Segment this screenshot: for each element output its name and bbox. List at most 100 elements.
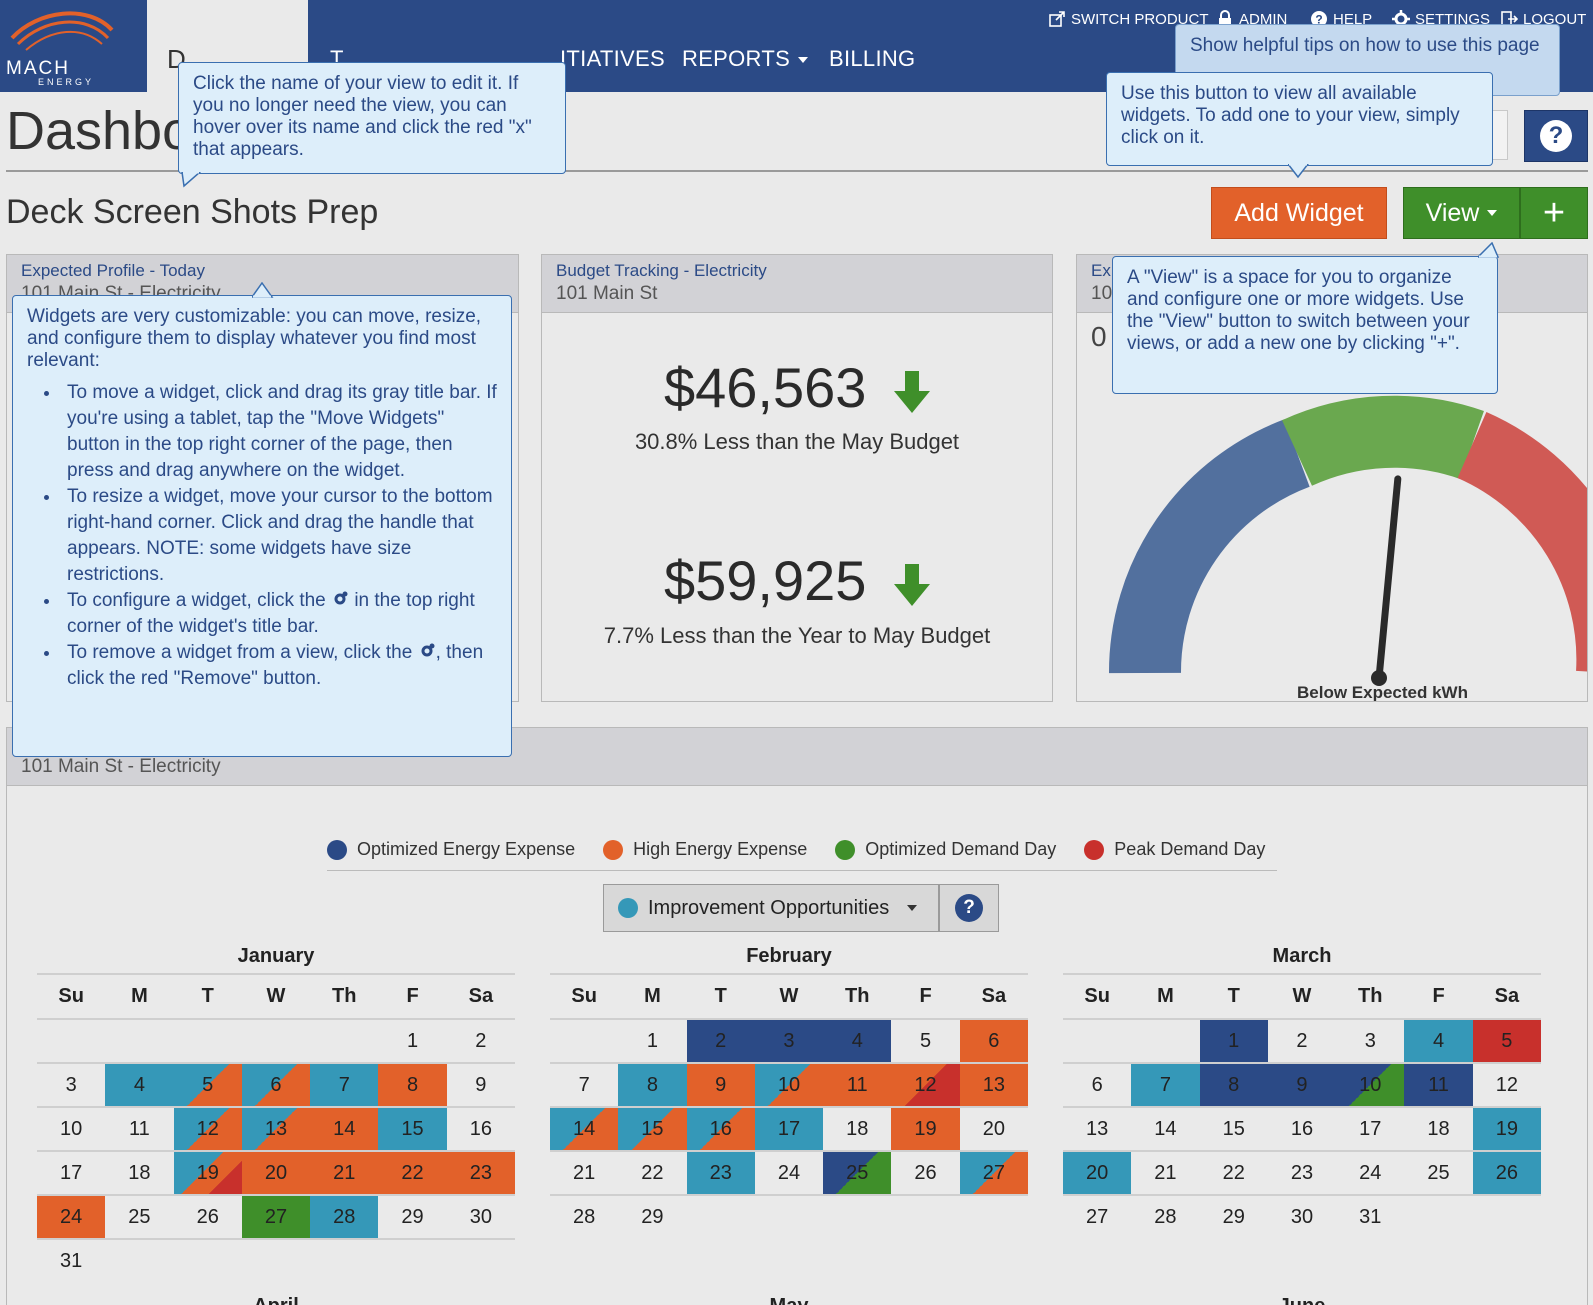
day-cell[interactable]: 25: [1404, 1151, 1473, 1196]
day-cell[interactable]: 26: [1472, 1151, 1541, 1196]
day-cell[interactable]: 3: [754, 1019, 824, 1064]
day-cell[interactable]: 24: [1336, 1151, 1405, 1196]
switch-product-link[interactable]: SWITCH PRODUCT: [1048, 10, 1209, 28]
nav-tab-billing[interactable]: BILLING: [829, 46, 915, 72]
day-cell[interactable]: 12: [173, 1107, 242, 1152]
add-widget-button[interactable]: Add Widget: [1211, 187, 1387, 239]
day-cell[interactable]: 11: [823, 1063, 892, 1108]
logout-link[interactable]: LOGOUT: [1500, 10, 1586, 28]
overlay-select[interactable]: Improvement Opportunities: [603, 884, 939, 932]
day-cell[interactable]: 22: [618, 1151, 687, 1196]
day-cell[interactable]: 18: [1404, 1107, 1473, 1152]
day-cell[interactable]: 11: [105, 1107, 174, 1152]
day-cell[interactable]: 27: [241, 1195, 311, 1240]
day-cell[interactable]: 16: [1267, 1107, 1337, 1152]
day-cell[interactable]: 26: [891, 1151, 960, 1196]
day-cell[interactable]: 13: [241, 1107, 311, 1152]
help-link[interactable]: ? HELP: [1310, 10, 1372, 28]
day-cell[interactable]: 23: [1267, 1151, 1337, 1196]
day-cell[interactable]: 19: [1472, 1107, 1541, 1152]
day-cell[interactable]: 13: [1063, 1107, 1132, 1152]
day-cell[interactable]: 16: [446, 1107, 515, 1152]
day-cell[interactable]: 17: [1336, 1107, 1405, 1152]
day-cell[interactable]: 1: [618, 1019, 687, 1064]
day-cell[interactable]: 16: [686, 1107, 755, 1152]
day-cell[interactable]: 12: [1472, 1063, 1541, 1108]
day-cell[interactable]: 20: [1063, 1151, 1132, 1196]
day-cell[interactable]: 2: [686, 1019, 755, 1064]
day-cell[interactable]: 2: [446, 1019, 515, 1064]
day-cell[interactable]: 25: [823, 1151, 892, 1196]
day-cell[interactable]: 25: [105, 1195, 174, 1240]
day-cell[interactable]: 9: [446, 1063, 515, 1108]
day-cell[interactable]: 4: [1404, 1019, 1473, 1064]
day-cell[interactable]: 29: [378, 1195, 447, 1240]
widget-title-bar[interactable]: Budget Tracking - Electricity 101 Main S…: [542, 255, 1052, 313]
day-cell[interactable]: 7: [310, 1063, 379, 1108]
day-cell[interactable]: 31: [60, 1250, 83, 1272]
day-cell[interactable]: 6: [1063, 1063, 1132, 1108]
admin-link[interactable]: ADMIN: [1216, 10, 1287, 28]
day-cell[interactable]: 15: [1199, 1107, 1268, 1152]
day-cell[interactable]: 18: [105, 1151, 174, 1196]
day-cell[interactable]: 19: [891, 1107, 960, 1152]
day-cell[interactable]: 24: [37, 1195, 106, 1240]
day-cell[interactable]: 22: [1199, 1151, 1268, 1196]
day-cell[interactable]: 21: [1131, 1151, 1200, 1196]
day-cell[interactable]: 7: [1131, 1063, 1200, 1108]
day-cell[interactable]: 28: [573, 1206, 596, 1228]
day-cell[interactable]: 10: [37, 1107, 106, 1152]
day-cell[interactable]: 28: [310, 1195, 379, 1240]
day-cell[interactable]: 7: [550, 1063, 619, 1108]
day-cell[interactable]: 23: [686, 1151, 755, 1196]
day-cell[interactable]: 29: [1222, 1206, 1245, 1228]
day-cell[interactable]: 30: [1290, 1206, 1314, 1228]
nav-tab-reports[interactable]: REPORTS: [682, 46, 809, 72]
day-cell[interactable]: 18: [823, 1107, 892, 1152]
day-cell[interactable]: 5: [891, 1019, 960, 1064]
day-cell[interactable]: 1: [1199, 1019, 1268, 1064]
view-name[interactable]: Deck Screen Shots Prep: [6, 193, 379, 231]
day-cell[interactable]: 8: [378, 1063, 447, 1108]
day-cell[interactable]: 13: [959, 1063, 1028, 1108]
day-cell[interactable]: 1: [378, 1019, 447, 1064]
day-cell[interactable]: 23: [446, 1151, 515, 1196]
day-cell[interactable]: 10: [1336, 1063, 1405, 1108]
day-cell[interactable]: 11: [1404, 1063, 1473, 1108]
day-cell[interactable]: 17: [37, 1151, 106, 1196]
view-dropdown-button[interactable]: View: [1403, 187, 1520, 239]
day-cell[interactable]: 29: [641, 1206, 664, 1228]
day-cell[interactable]: 3: [1336, 1019, 1405, 1064]
day-cell[interactable]: 5: [1472, 1019, 1541, 1064]
day-cell[interactable]: 26: [173, 1195, 242, 1240]
day-cell[interactable]: 14: [310, 1107, 379, 1152]
day-cell[interactable]: 17: [754, 1107, 824, 1152]
day-cell[interactable]: 27: [959, 1151, 1028, 1196]
overlay-help-button[interactable]: ?: [939, 884, 999, 932]
day-cell[interactable]: 15: [378, 1107, 447, 1152]
day-cell[interactable]: 8: [618, 1063, 687, 1108]
day-cell[interactable]: 12: [891, 1063, 960, 1108]
day-cell[interactable]: 6: [241, 1063, 311, 1108]
day-cell[interactable]: 3: [37, 1063, 106, 1108]
day-cell[interactable]: 22: [378, 1151, 447, 1196]
mach-energy-logo[interactable]: MACH ENERGY: [4, 4, 122, 87]
day-cell[interactable]: 6: [959, 1019, 1028, 1064]
day-cell[interactable]: 20: [241, 1151, 311, 1196]
day-cell[interactable]: 19: [173, 1151, 242, 1196]
day-cell[interactable]: 4: [823, 1019, 892, 1064]
day-cell[interactable]: 9: [1267, 1063, 1337, 1108]
day-cell[interactable]: 20: [959, 1107, 1028, 1152]
day-cell[interactable]: 9: [686, 1063, 755, 1108]
page-help-button[interactable]: ?: [1524, 110, 1588, 162]
day-cell[interactable]: 28: [1154, 1206, 1177, 1228]
day-cell[interactable]: 15: [618, 1107, 687, 1152]
day-cell[interactable]: 30: [446, 1195, 515, 1240]
day-cell[interactable]: 14: [550, 1107, 619, 1152]
nav-tab-initiatives[interactable]: ITIATIVES: [560, 46, 665, 72]
day-cell[interactable]: 5: [173, 1063, 242, 1108]
day-cell[interactable]: 27: [1086, 1206, 1109, 1228]
day-cell[interactable]: 21: [310, 1151, 379, 1196]
day-cell[interactable]: 14: [1131, 1107, 1200, 1152]
day-cell[interactable]: 24: [754, 1151, 824, 1196]
